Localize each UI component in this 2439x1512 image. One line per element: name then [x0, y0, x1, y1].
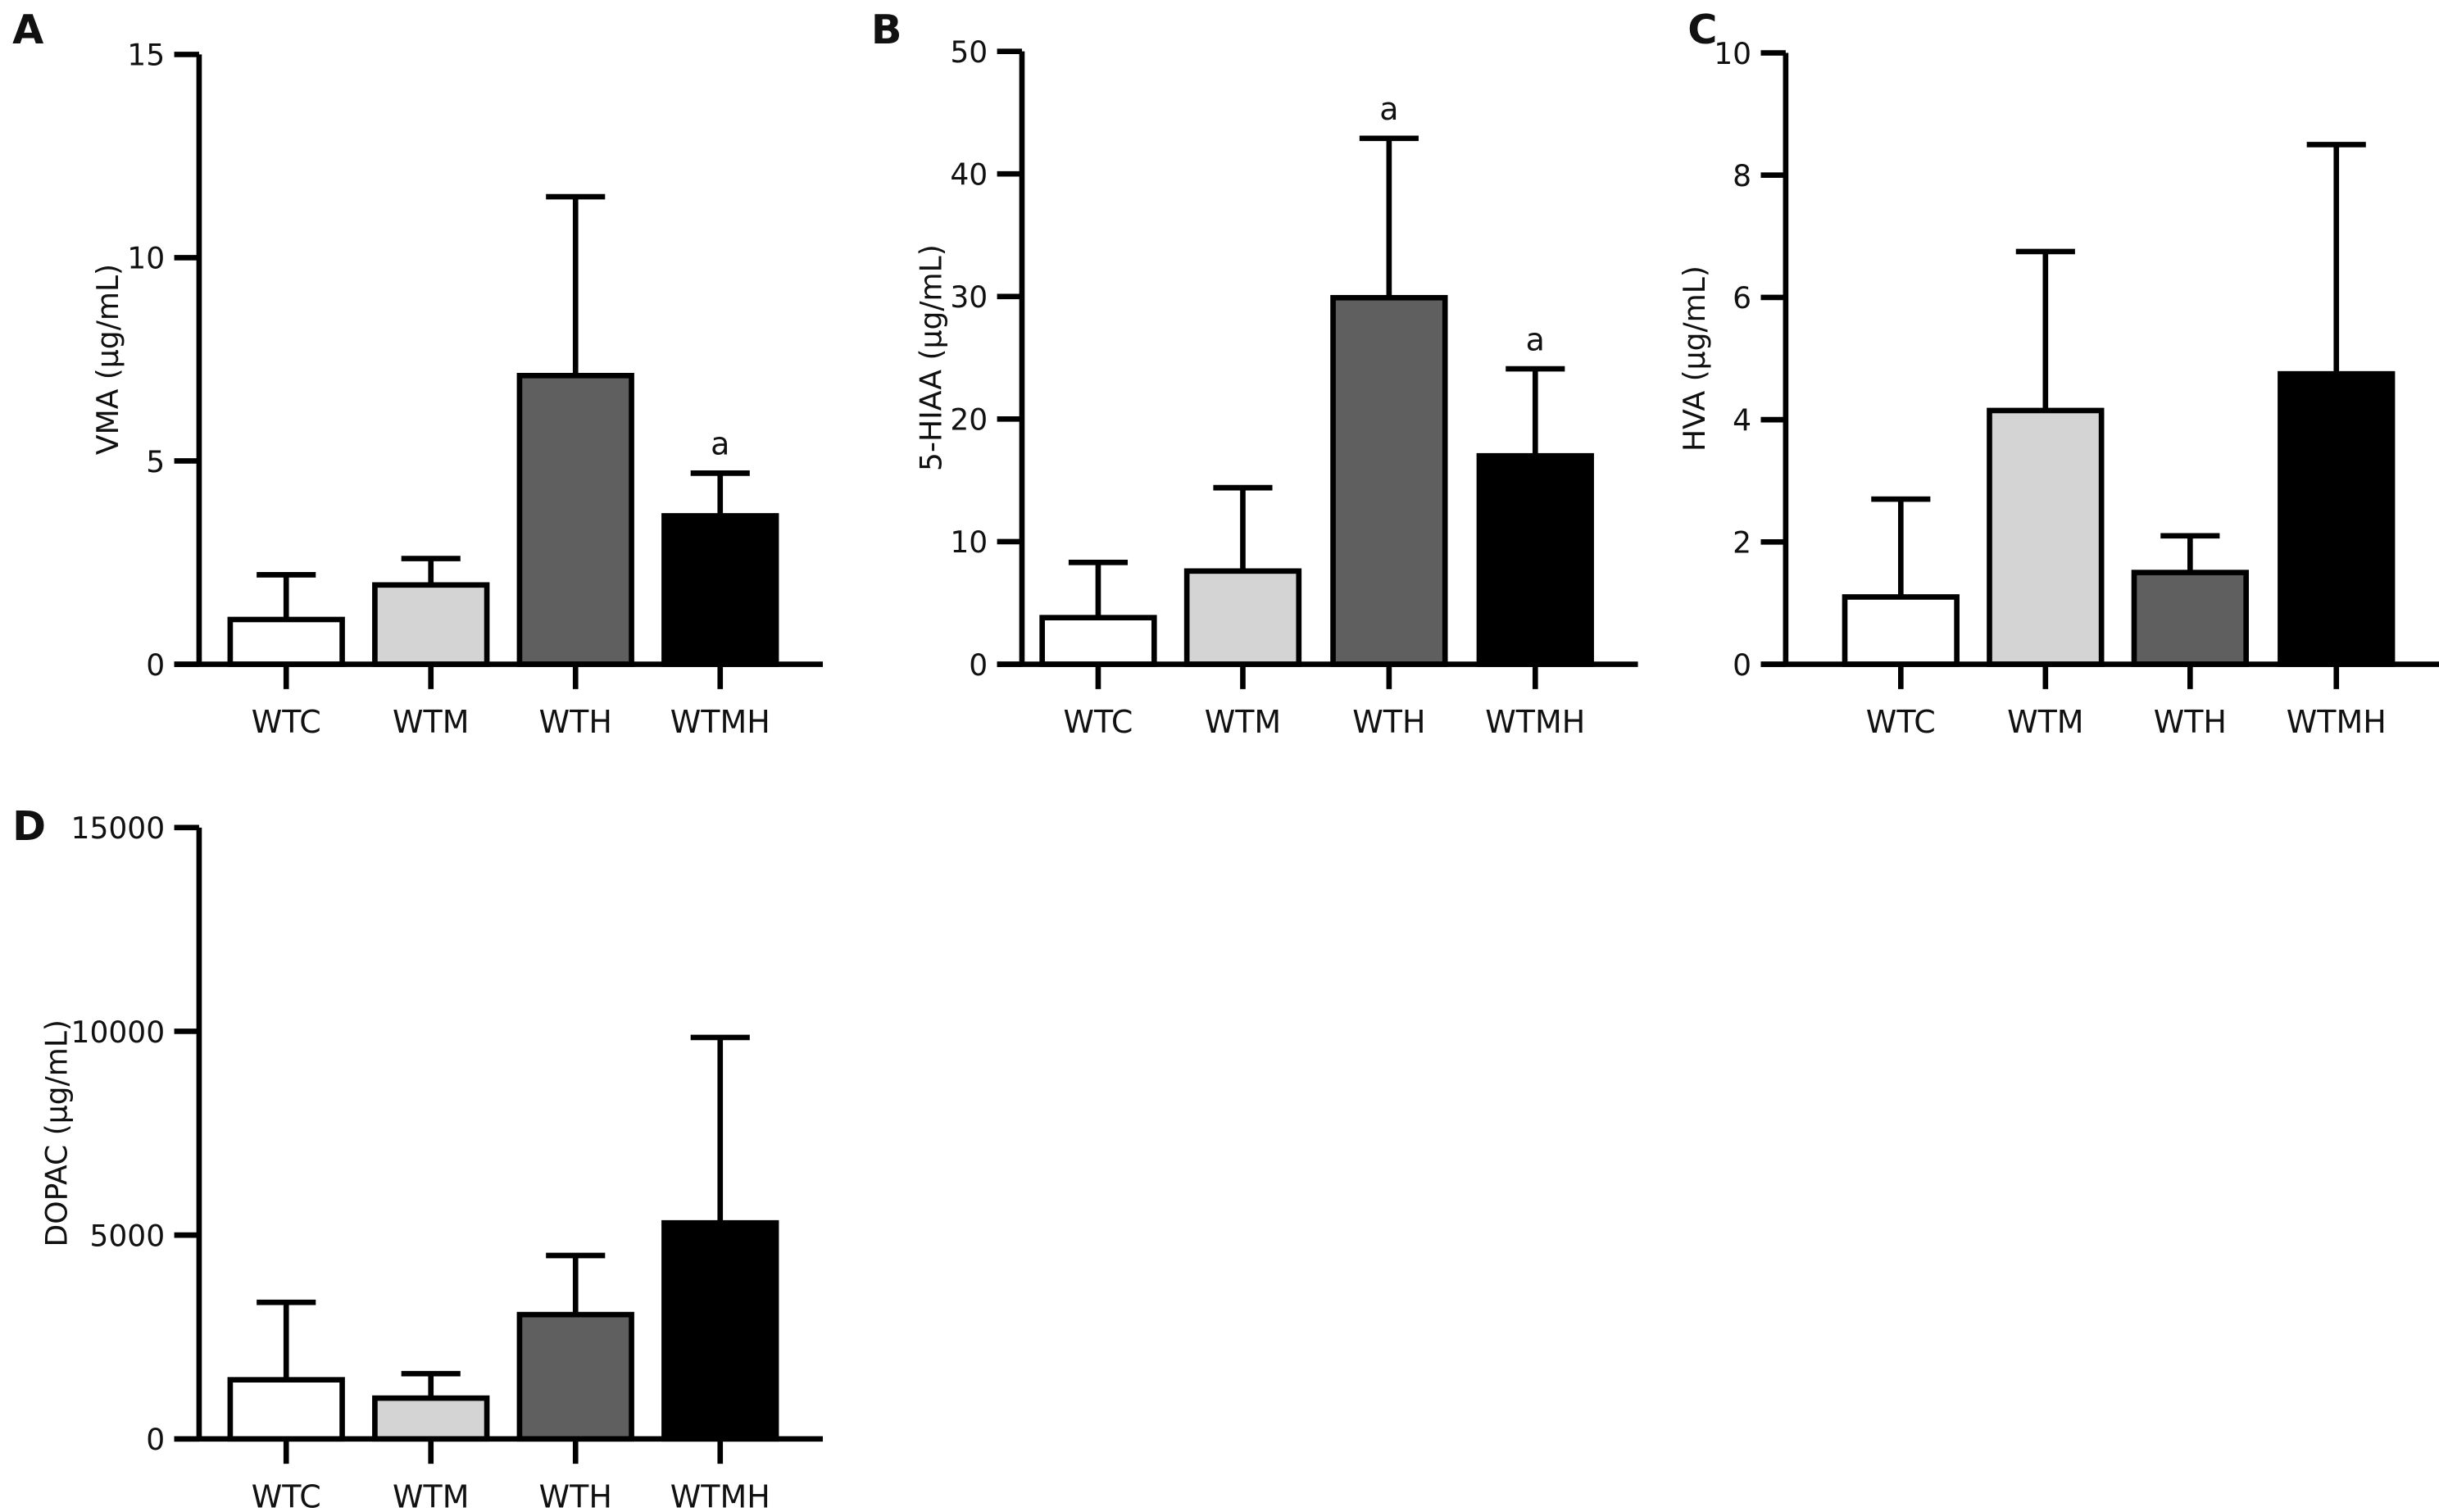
- x-tick-label: WTMH: [670, 1478, 770, 1512]
- y-axis-label: DOPAC (µg/mL): [40, 1019, 75, 1247]
- y-tick-label: 15000: [71, 811, 166, 846]
- panel-d: D WTC WTM WTH WTMH 0 5000 10000 15000 DOPAC (µg/m…: [12, 802, 824, 1512]
- bar-wtmh: [661, 1219, 779, 1442]
- x-tick-label: WTC: [1063, 704, 1133, 740]
- x-tick-label: WTM: [393, 1478, 469, 1512]
- bar-wth: [2131, 570, 2249, 667]
- bar-wtmh: [1476, 452, 1594, 667]
- y-tick-label: 5: [146, 445, 165, 479]
- y-tick-label: 0: [146, 648, 165, 683]
- bar-wtm: [372, 1395, 490, 1442]
- panel-b: B WTC WTM a WTH a WTMH 0 10 20 30 40 50 5-HIAA (µg/mL…: [871, 6, 1638, 740]
- x-tick-label: WTH: [539, 704, 612, 740]
- y-tick-label: 10000: [71, 1015, 166, 1050]
- bar-wtm: [1987, 407, 2105, 667]
- panel-c: C WTC WTM WTH WTMH 0 2 4 6 8 10 HVA (µg/mL): [1678, 6, 2439, 740]
- y-tick-label: 40: [950, 157, 988, 192]
- bar-wtc: [1842, 594, 1960, 667]
- significance-label: a: [1526, 321, 1545, 357]
- bar-wtm: [1183, 568, 1302, 667]
- x-tick-label: WTH: [1352, 704, 1425, 740]
- y-tick-label: 6: [1733, 281, 1751, 316]
- bar-wth: [516, 372, 634, 667]
- y-tick-label: 50: [950, 35, 988, 70]
- x-tick-label: WTC: [1866, 704, 1936, 740]
- x-tick-label: WTH: [2154, 704, 2227, 740]
- x-tick-label: WTC: [252, 1478, 321, 1512]
- y-axis-label: HVA (µg/mL): [1678, 266, 1712, 452]
- y-axis-label: 5-HIAA (µg/mL): [914, 244, 948, 471]
- y-tick-label: 30: [950, 280, 988, 315]
- bar-wtc: [1039, 615, 1157, 667]
- y-axis-label: VMA (µg/mL): [91, 264, 125, 455]
- y-tick-label: 10: [1714, 37, 1751, 71]
- y-tick-label: 15: [127, 39, 165, 73]
- panel-label: A: [12, 6, 43, 53]
- x-tick-label: WTMH: [2287, 704, 2387, 740]
- bar-wth: [1330, 294, 1448, 667]
- bar-wtmh: [661, 513, 779, 667]
- y-tick-label: 5000: [89, 1219, 165, 1253]
- y-tick-label: 0: [1733, 648, 1751, 683]
- bar-wtmh: [2278, 370, 2396, 667]
- y-tick-label: 20: [950, 403, 988, 438]
- x-tick-label: WTC: [252, 704, 321, 740]
- significance-label: a: [711, 426, 729, 462]
- y-tick-label: 0: [146, 1423, 165, 1457]
- y-tick-label: 10: [127, 242, 165, 276]
- panel-label: D: [12, 802, 46, 850]
- x-tick-label: WTM: [393, 704, 469, 740]
- bar-wtm: [372, 582, 490, 667]
- y-tick-label: 10: [950, 525, 988, 560]
- x-tick-label: WTM: [1205, 704, 1281, 740]
- panel-label: C: [1687, 6, 1717, 53]
- y-tick-label: 0: [969, 648, 988, 683]
- bar-wtc: [227, 616, 345, 667]
- significance-label: a: [1379, 91, 1398, 127]
- y-tick-label: 8: [1733, 159, 1751, 193]
- bar-wth: [516, 1311, 634, 1442]
- y-tick-label: 4: [1733, 403, 1751, 438]
- bar-wtc: [227, 1377, 345, 1442]
- x-tick-label: WTH: [539, 1478, 612, 1512]
- panel-label: B: [871, 6, 902, 53]
- panel-a: A WTC WTM WTH a WTMH 0 5 10 15 VMA (µg/mL): [12, 6, 824, 740]
- y-tick-label: 2: [1733, 526, 1751, 561]
- x-tick-label: WTM: [2007, 704, 2083, 740]
- x-tick-label: WTMH: [670, 704, 770, 740]
- x-tick-label: WTMH: [1485, 704, 1585, 740]
